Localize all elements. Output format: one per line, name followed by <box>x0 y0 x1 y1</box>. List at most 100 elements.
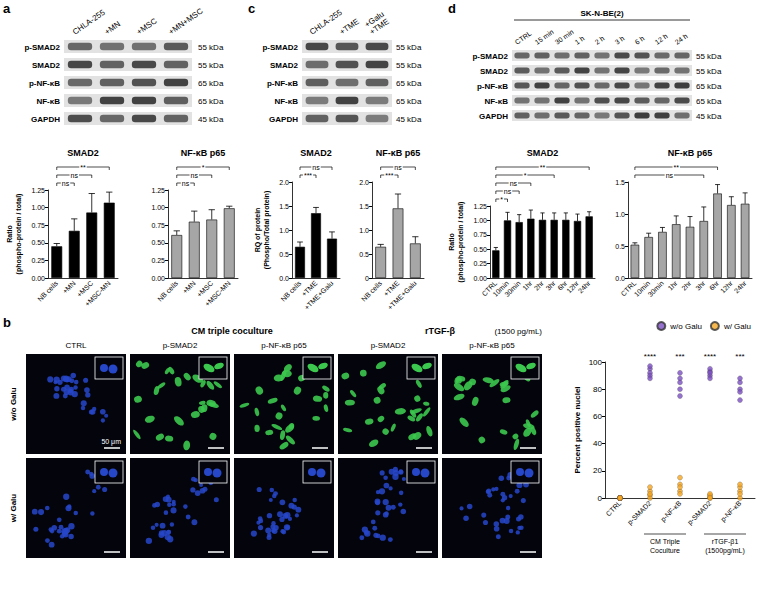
svg-text:1.25: 1.25 <box>31 187 45 194</box>
svg-text:80: 80 <box>593 385 602 394</box>
svg-text:50 μm: 50 μm <box>101 438 121 446</box>
svg-text:2hr: 2hr <box>680 279 693 292</box>
svg-text:CTRL: CTRL <box>605 499 623 517</box>
svg-text:rTGF-β1: rTGF-β1 <box>712 538 739 546</box>
svg-text:**: ** <box>540 164 546 171</box>
svg-text:ns: ns <box>71 172 79 179</box>
svg-text:55 kDa: 55 kDa <box>198 61 224 70</box>
svg-text:(phospho-protein / total): (phospho-protein / total) <box>457 202 465 283</box>
svg-text:SMAD2: SMAD2 <box>32 61 61 70</box>
svg-text:NB cells: NB cells <box>279 279 302 302</box>
svg-text:+MN: +MN <box>181 280 197 296</box>
svg-text:SMAD2: SMAD2 <box>527 148 559 158</box>
svg-text:p-NF-κB: p-NF-κB <box>719 499 743 523</box>
svg-text:24 h: 24 h <box>674 32 689 46</box>
svg-text:CHLA-255: CHLA-255 <box>308 8 344 37</box>
svg-text:p-NF-κB p65: p-NF-κB p65 <box>469 341 515 350</box>
svg-text:2 h: 2 h <box>594 34 606 45</box>
svg-text:0.00: 0.00 <box>151 275 165 282</box>
svg-text:+MSC-MN: +MSC-MN <box>204 280 232 308</box>
svg-text:1.0: 1.0 <box>615 211 625 218</box>
svg-text:p-SMAD2: p-SMAD2 <box>626 499 653 526</box>
svg-text:45 kDa: 45 kDa <box>696 112 722 121</box>
svg-text:1hr: 1hr <box>521 279 534 292</box>
svg-text:30min: 30min <box>647 279 665 297</box>
svg-text:p-SMAD2: p-SMAD2 <box>24 43 60 52</box>
svg-text:1hr: 1hr <box>667 279 680 292</box>
svg-text:p-NF-κB: p-NF-κB <box>659 499 683 523</box>
svg-text:p-SMAD2: p-SMAD2 <box>163 341 198 350</box>
svg-text:0: 0 <box>365 275 369 282</box>
svg-text:6 h: 6 h <box>634 34 646 45</box>
svg-text:1.00: 1.00 <box>31 204 45 211</box>
svg-text:65 kDa: 65 kDa <box>696 97 722 106</box>
svg-text:45 kDa: 45 kDa <box>198 115 224 124</box>
svg-text:d: d <box>448 1 456 16</box>
svg-text:***: *** <box>675 352 684 361</box>
svg-text:*: * <box>202 164 205 171</box>
svg-text:55 kDa: 55 kDa <box>696 67 722 76</box>
svg-text:55 kDa: 55 kDa <box>396 61 422 70</box>
svg-text:24hr: 24hr <box>733 279 748 294</box>
svg-text:1.25: 1.25 <box>473 203 487 210</box>
svg-text:15 min: 15 min <box>534 28 555 46</box>
svg-text:ns: ns <box>312 164 320 171</box>
svg-text:p-NF-κB p65: p-NF-κB p65 <box>261 341 307 350</box>
svg-text:+MN: +MN <box>61 280 77 296</box>
svg-text:***: *** <box>304 172 312 179</box>
svg-text:0.75: 0.75 <box>473 231 487 238</box>
svg-text:0: 0 <box>598 494 603 503</box>
svg-text:SMAD2: SMAD2 <box>480 67 509 76</box>
svg-text:NF-κB: NF-κB <box>484 97 508 106</box>
svg-text:+MN+MSC: +MN+MSC <box>167 6 205 36</box>
svg-text:CTRL: CTRL <box>66 341 87 350</box>
svg-text:p-SMAD2: p-SMAD2 <box>262 43 298 52</box>
svg-text:65 kDa: 65 kDa <box>696 82 722 91</box>
svg-text:55 kDa: 55 kDa <box>696 52 722 61</box>
svg-text:0.25: 0.25 <box>473 260 487 267</box>
svg-text:NF-κB: NF-κB <box>274 97 298 106</box>
svg-text:GAPDH: GAPDH <box>31 115 60 124</box>
svg-text:20: 20 <box>593 466 602 475</box>
svg-text:2.0: 2.0 <box>359 179 369 186</box>
svg-text:12hr: 12hr <box>719 279 734 294</box>
svg-text:40: 40 <box>593 439 602 448</box>
svg-text:3hr: 3hr <box>694 279 707 292</box>
svg-text:+MSC: +MSC <box>135 16 159 36</box>
svg-text:Percent positive nuclei: Percent positive nuclei <box>573 386 582 473</box>
svg-text:1 h: 1 h <box>574 34 586 45</box>
svg-text:GAPDH: GAPDH <box>479 112 508 121</box>
svg-text:3hr: 3hr <box>545 279 558 292</box>
svg-text:*: * <box>524 172 527 179</box>
svg-text:30min: 30min <box>503 279 521 297</box>
svg-text:0.00: 0.00 <box>473 275 487 282</box>
svg-text:ns: ns <box>62 180 70 187</box>
svg-text:24hr: 24hr <box>577 279 592 294</box>
svg-text:+MN: +MN <box>103 19 122 36</box>
svg-text:0.5: 0.5 <box>279 251 289 258</box>
svg-text:ns: ns <box>394 164 402 171</box>
svg-text:Ratio: Ratio <box>448 233 455 251</box>
svg-text:0.75: 0.75 <box>31 222 45 229</box>
svg-text:ns: ns <box>666 172 674 179</box>
svg-text:1.00: 1.00 <box>151 204 165 211</box>
svg-text:SMAD2: SMAD2 <box>67 148 99 158</box>
svg-text:RQ of protein: RQ of protein <box>254 208 262 253</box>
svg-text:+MSC-MN: +MSC-MN <box>84 280 112 308</box>
svg-text:rTGF-β: rTGF-β <box>425 326 455 336</box>
svg-text:**: ** <box>80 164 86 171</box>
svg-text:2.0: 2.0 <box>279 179 289 186</box>
svg-text:p-NF-κB: p-NF-κB <box>267 79 298 88</box>
svg-text:1.0: 1.0 <box>359 227 369 234</box>
svg-text:ns: ns <box>191 172 199 179</box>
svg-text:Ratio: Ratio <box>6 225 13 243</box>
svg-text:SMAD2: SMAD2 <box>270 61 299 70</box>
svg-text:NB cells: NB cells <box>156 279 179 302</box>
svg-text:CM Triple: CM Triple <box>650 538 680 546</box>
svg-text:1.5: 1.5 <box>359 203 369 210</box>
svg-text:0.25: 0.25 <box>151 257 165 264</box>
svg-text:1.5: 1.5 <box>279 203 289 210</box>
svg-text:30 min: 30 min <box>554 28 575 46</box>
svg-text:SK-N-BE(2): SK-N-BE(2) <box>580 9 623 18</box>
svg-text:0.00: 0.00 <box>31 275 45 282</box>
